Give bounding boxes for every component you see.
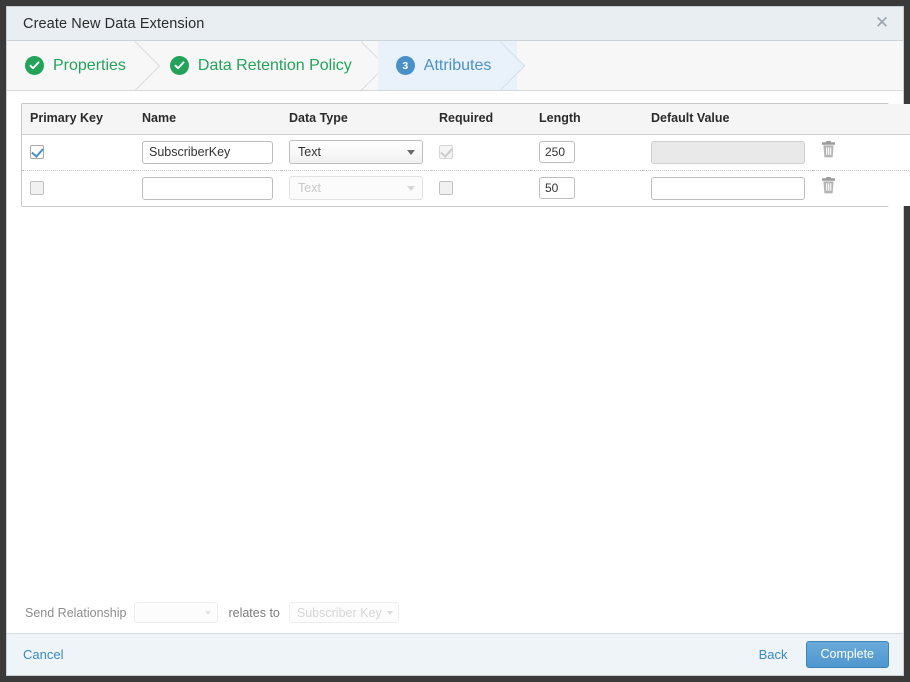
cell-default-value [643,170,813,206]
step-attributes-label: Attributes [423,56,492,74]
complete-button[interactable]: Complete [805,641,889,668]
relates-to-target-select[interactable]: Subscriber Key [288,602,399,623]
chevron-down-icon [386,610,393,615]
wizard-steps: Properties Data Retention Policy 3 Attri… [7,41,903,91]
cell-delete [813,134,910,171]
primary-key-checkbox[interactable] [30,181,44,196]
cell-primary-key [22,170,134,206]
length-input[interactable] [539,141,575,163]
column-header-default-value: Default Value [643,104,813,135]
column-header-name: Name [134,104,281,135]
step-data-retention-policy[interactable]: Data Retention Policy [152,41,378,90]
data-type-value: Text [298,181,321,196]
step-number-badge: 3 [395,56,415,75]
modal-body: Primary Key Name Data Type Required Leng… [7,91,910,633]
relates-to-target-value: Subscriber Key [296,605,382,620]
cell-required [431,170,531,206]
modal-footer: Cancel Back Complete [7,633,903,675]
cell-required [431,134,531,171]
attribute-name-input[interactable] [142,140,273,164]
cell-default-value [643,134,813,171]
column-header-required: Required [431,104,531,135]
table-body: Text [22,134,910,206]
table-row: Text [22,170,910,206]
close-icon[interactable]: ✕ [874,13,890,33]
modal-title: Create New Data Extension [23,15,205,32]
trash-icon[interactable] [821,177,836,194]
send-relationship-row: Send Relationship relates to Subscriber … [7,591,903,633]
modal-titlebar: Create New Data Extension ✕ [7,7,903,41]
relates-to-label: relates to [228,605,280,620]
table-header-row: Primary Key Name Data Type Required Leng… [22,104,910,135]
default-value-input[interactable] [651,176,805,200]
cancel-link[interactable]: Cancel [23,647,64,662]
table-header: Primary Key Name Data Type Required Leng… [22,104,910,135]
cell-primary-key [22,134,134,171]
cell-name [134,170,281,206]
length-input[interactable] [539,177,575,200]
column-header-length: Length [531,104,643,135]
check-icon [169,56,189,75]
cell-delete [813,170,910,206]
step-data-retention-policy-label: Data Retention Policy [197,56,352,74]
data-type-value: Text [298,145,321,159]
trash-icon[interactable] [821,141,836,158]
column-header-data-type: Data Type [281,104,431,135]
data-type-select[interactable]: Text [289,176,423,201]
primary-key-checkbox[interactable] [30,144,44,159]
cell-length [531,170,643,206]
chevron-down-icon [407,150,415,155]
chevron-down-icon [205,610,212,615]
step-attributes[interactable]: 3 Attributes [377,41,518,90]
column-header-actions [813,104,910,135]
back-link[interactable]: Back [758,647,788,662]
required-checkbox [439,144,453,159]
required-checkbox[interactable] [439,181,453,196]
attribute-name-input[interactable] [142,176,273,200]
send-relationship-label: Send Relationship [25,605,127,620]
attributes-table: Primary Key Name Data Type Required Leng… [22,104,910,206]
send-relationship-select[interactable] [134,602,219,623]
create-data-extension-modal: Create New Data Extension ✕ Properties [6,6,910,676]
cell-name [134,134,281,171]
column-header-primary-key: Primary Key [22,104,134,135]
check-icon [25,56,44,75]
default-value-input [651,140,805,164]
chevron-down-icon [407,186,415,192]
cell-data-type: Text [281,134,431,171]
step-properties-label: Properties [53,56,126,74]
data-type-select[interactable]: Text [289,140,423,164]
attributes-table-container: Primary Key Name Data Type Required Leng… [21,103,910,207]
body-spacer [21,207,889,591]
step-properties[interactable]: Properties [7,41,152,90]
cell-data-type: Text [281,170,431,206]
table-row: Text [22,134,910,171]
cell-length [531,134,643,171]
